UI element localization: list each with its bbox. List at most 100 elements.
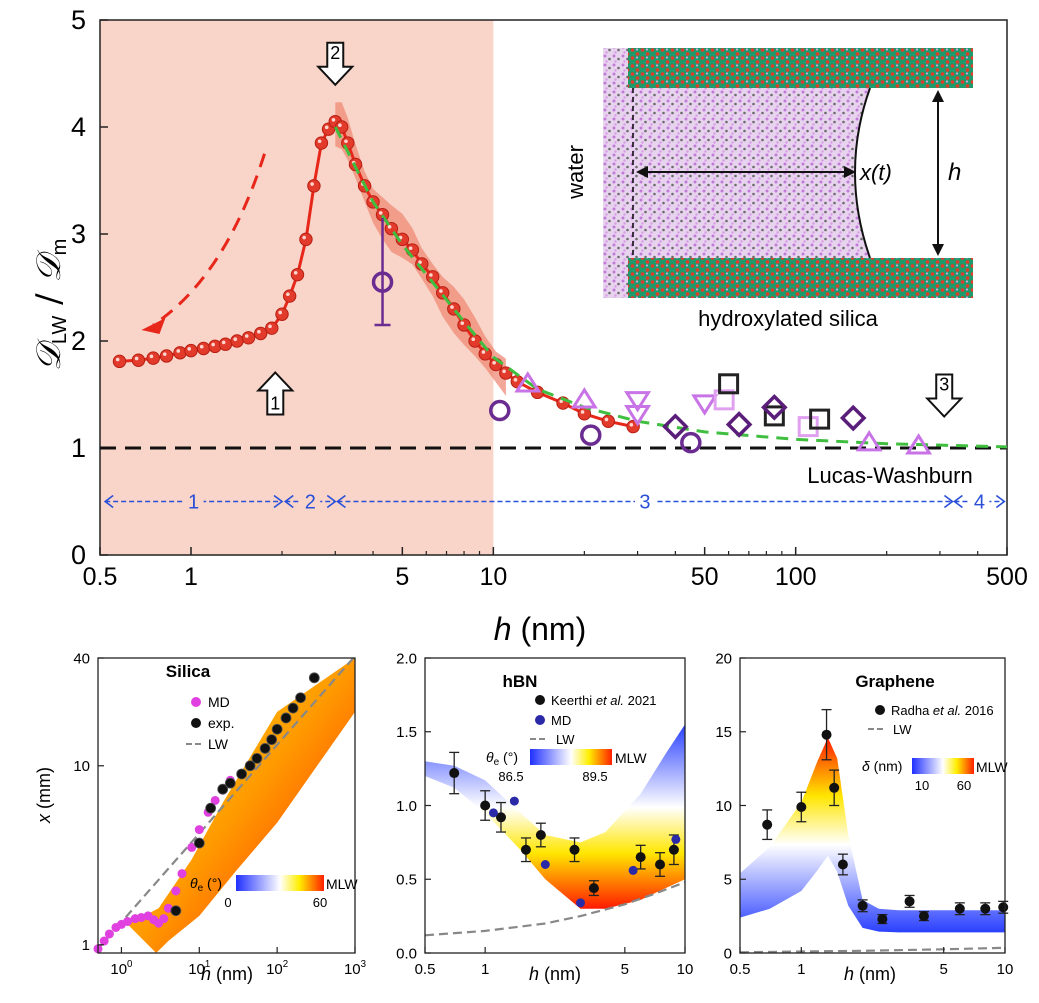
- md-point-highlight: [233, 337, 238, 342]
- data-point-triangle-up: [905, 433, 933, 455]
- silica-exp-point: [224, 777, 236, 789]
- y-tick-label: 0: [724, 945, 732, 962]
- silica-exp-point: [170, 905, 182, 917]
- silica-md-point: [177, 869, 187, 879]
- hbn-md-point: [509, 796, 519, 806]
- md-point-highlight: [580, 410, 585, 414]
- silica-title: Silica: [166, 662, 211, 681]
- y-tick-label: 10: [715, 798, 732, 815]
- md-data-point: [230, 334, 244, 348]
- silica-exp-point: [295, 692, 306, 704]
- x-tick-label: 5: [395, 563, 409, 591]
- md-point-highlight: [338, 123, 342, 127]
- x-tick-label: 500: [986, 563, 1028, 591]
- inset-simulation-snapshot: water x(t) h hydroxylated silica: [563, 45, 975, 331]
- lucas-washburn-label: Lucas-Washburn: [807, 463, 972, 488]
- hbn-title: hBN: [503, 672, 538, 691]
- y-tick-label: 0.0: [396, 945, 417, 962]
- md-data-point: [299, 232, 313, 247]
- colorbar-title: θe (°): [190, 875, 222, 894]
- md-data-point: [173, 346, 187, 360]
- hbn-keerthi-point: [588, 883, 599, 894]
- silica-exp-point: [271, 723, 283, 735]
- hbn-md-point: [488, 808, 498, 818]
- x-tick-label: 10: [677, 961, 694, 978]
- md-point-highlight: [293, 271, 298, 275]
- colorbar-title: θe (°): [486, 749, 518, 768]
- regime-arrow-label: 1: [270, 394, 280, 414]
- md-data-point: [290, 267, 305, 282]
- x-tick-label: 0.5: [83, 563, 118, 591]
- md-point-highlight: [481, 350, 486, 354]
- md-point-highlight: [324, 125, 329, 130]
- hbn-colorbar: θe (°) MLW 86.5 89.5: [486, 749, 647, 784]
- regime-arrow-label: 3: [939, 375, 949, 395]
- md-point-highlight: [439, 289, 443, 293]
- y-tick-label: 15: [715, 724, 732, 741]
- legend-md-label: MD: [551, 713, 571, 728]
- top-silica-wall: [628, 48, 973, 88]
- regime-arrows: 1 2 3: [255, 41, 964, 418]
- legend-lw-label: LW: [893, 722, 912, 737]
- graphene-x-axis-label: h (nm): [844, 964, 896, 984]
- y-tick-label: 40: [73, 650, 90, 667]
- md-point-highlight: [257, 329, 261, 334]
- md-data-point: [275, 307, 289, 321]
- silica-exp-point: [266, 734, 278, 746]
- y-tick-label: 5: [724, 872, 732, 889]
- x-tick-label: 102: [266, 959, 288, 978]
- trend-arrowhead: [141, 318, 166, 335]
- data-point-circle: [489, 399, 511, 422]
- regime-range-right: [995, 494, 1006, 509]
- main-y-axis-label: 𝒟LW / 𝒟m: [29, 239, 71, 372]
- data-point-triangle-down: [624, 391, 652, 413]
- colorbar-max: 60: [313, 895, 327, 910]
- md-data-point: [241, 331, 256, 345]
- md-data-point: [395, 232, 410, 247]
- x-tick-label: 1: [797, 961, 805, 978]
- md-point-highlight: [162, 352, 167, 356]
- graphene-plot-content: [739, 708, 1009, 954]
- data-point-triangle-up: [570, 387, 598, 409]
- hbn-chart: 0.5 1 5 100.00.51.01.52.0 hBN Keerthi et al…: [396, 650, 693, 984]
- inset-h-label: h: [948, 159, 961, 186]
- graphene-radha-point: [857, 900, 868, 911]
- md-point-highlight: [176, 349, 181, 353]
- silica-exp-point: [280, 712, 292, 724]
- y-tick-label: 1: [71, 433, 86, 463]
- regime-arrow-1: [255, 371, 295, 416]
- md-point-highlight: [278, 310, 283, 315]
- y-tick-label: 10: [73, 758, 90, 775]
- x-tick-label: 103: [344, 959, 366, 978]
- data-point-square: [809, 408, 831, 430]
- regime-arrow-2: [315, 41, 355, 87]
- hbn-lw-line: [424, 881, 686, 937]
- x-tick-label: 10: [479, 563, 507, 591]
- regime-label-bg: [634, 489, 655, 512]
- silica-md-point: [194, 825, 204, 835]
- y-tick-label: 1.0: [396, 798, 417, 815]
- data-point-triangle-up: [514, 371, 542, 393]
- md-data-point: [265, 321, 279, 335]
- md-data-point: [253, 326, 268, 341]
- data-point-diamond: [839, 404, 867, 432]
- silica-x-axis-label: h (nm): [201, 964, 253, 984]
- graphene-radha-point: [762, 819, 773, 830]
- hbn-mlw-band: [425, 724, 685, 909]
- graphene-radha-point: [877, 914, 888, 925]
- md-data-point: [314, 136, 329, 150]
- data-point-triangle-down: [624, 405, 652, 427]
- colorbar-gradient: [530, 749, 612, 765]
- hbn-legend: Keerthi et al. 2021 MD LW: [530, 693, 657, 747]
- md-point-highlight: [471, 337, 476, 342]
- x-tick-label: 0.5: [730, 961, 751, 978]
- data-point-triangle-down: [691, 394, 719, 416]
- regime-range-label: 1: [188, 492, 199, 514]
- silica-exp-point: [236, 768, 248, 780]
- inset-silica-label: hydroxylated silica: [698, 306, 879, 331]
- main-plot-frame: [99, 19, 1008, 556]
- x-tick-label: 1: [184, 563, 198, 591]
- md-point-highlight: [244, 334, 249, 338]
- regime-range-right: [273, 494, 284, 509]
